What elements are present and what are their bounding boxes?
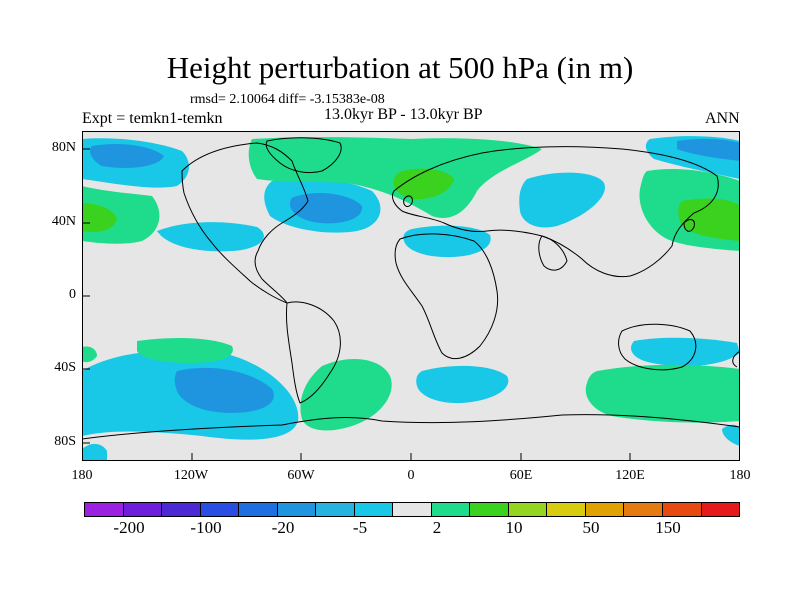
colorbar-label: 10: [505, 518, 523, 537]
lat-label-80n: 80N: [51, 140, 76, 155]
colorbar-label: -20: [271, 518, 295, 537]
anomaly-south-atlantic: [416, 365, 509, 404]
map-svg: [81, 131, 741, 461]
coast-uk: [403, 195, 413, 207]
coast-australia: [618, 323, 697, 371]
coast-japan: [683, 219, 695, 232]
lat-label-40s: 40S: [54, 360, 76, 375]
colorbar-swatch: [354, 503, 394, 516]
colorbar-swatch: [123, 503, 163, 516]
core-arctic-east: [677, 138, 740, 161]
coast-antarctica: [81, 414, 741, 440]
experiment-label: Expt = temkn1-temkn: [82, 110, 223, 127]
colorbar-label: -200: [113, 518, 145, 537]
colorbar-swatch: [701, 503, 740, 516]
lon-label-0: 0: [407, 468, 415, 483]
map-panel: [81, 131, 741, 461]
map-title: Height perturbation at 500 hPa (in m): [166, 50, 634, 85]
anomaly-south-indian-ocean: [585, 364, 740, 423]
anomaly-south-pacific-edge: [82, 346, 97, 363]
colorbar-label: 150: [655, 518, 681, 537]
lon-label-180w: 180: [71, 468, 93, 483]
colorbar-swatch: [431, 503, 471, 516]
colorbar-swatch: [585, 503, 625, 516]
colorbar-swatch: [239, 503, 278, 516]
anomaly-south-pacific-west: [137, 338, 233, 363]
lon-label-60w: 60W: [287, 468, 315, 483]
map-ticks: [82, 148, 631, 461]
anomaly-south-atlantic: [300, 358, 392, 431]
coast-india: [538, 235, 568, 271]
coast-eurasia: [391, 146, 719, 278]
lon-label-180e: 180: [729, 468, 751, 483]
stats-label: rmsd= 2.10064 diff= -3.15383e-08: [190, 92, 385, 107]
colorbar-swatch: [277, 503, 317, 516]
lon-label-60e: 60E: [509, 468, 533, 483]
anomaly-antarctic-east: [722, 424, 740, 446]
colorbar-swatch: [393, 503, 432, 516]
colorbar-label: 2: [432, 518, 442, 537]
colorbar-swatch: [662, 503, 702, 516]
coast-north-america: [181, 142, 309, 304]
coast-new-zealand: [732, 350, 741, 368]
colorbar-swatch: [200, 503, 240, 516]
lon-label-120e: 120E: [615, 468, 645, 483]
colorbar: [84, 502, 740, 517]
coast-greenland: [265, 137, 342, 174]
colorbar-label: -100: [190, 518, 222, 537]
core-west-pacific: [678, 198, 740, 241]
colorbar-swatch: [85, 503, 124, 516]
lat-label-0: 0: [69, 287, 76, 302]
colorbar-swatch: [316, 503, 355, 516]
coast-south-america: [286, 301, 341, 404]
colorbar-swatch: [508, 503, 548, 516]
colorbar-label: -5: [352, 518, 368, 537]
colorbar-label: 50: [582, 518, 600, 537]
lon-label-120w: 120W: [173, 468, 209, 483]
core-north-pacific-west: [90, 144, 164, 168]
core-scandinavia: [393, 168, 454, 200]
stronger-positive-regions: [82, 168, 740, 241]
core-south-pacific: [174, 367, 274, 413]
colorbar-swatch: [470, 503, 509, 516]
anomaly-north-pacific-east: [157, 222, 264, 252]
season-label: ANN: [705, 110, 740, 127]
colorbar-swatch: [547, 503, 586, 516]
colorbar-swatch: [624, 503, 663, 516]
anomaly-south-indian: [631, 337, 740, 367]
anomaly-antarctic-coast: [82, 443, 107, 461]
coastlines: [81, 137, 741, 440]
anomaly-mediterranean: [403, 225, 491, 258]
coast-africa: [394, 233, 499, 360]
colorbar-swatch: [162, 503, 201, 516]
core-central-pacific: [82, 203, 117, 233]
lat-label-40n: 40N: [51, 214, 76, 229]
lat-label-80s: 80S: [54, 434, 76, 449]
anomaly-siberia: [519, 172, 605, 228]
period-label: 13.0kyr BP - 13.0kyr BP: [324, 106, 483, 123]
